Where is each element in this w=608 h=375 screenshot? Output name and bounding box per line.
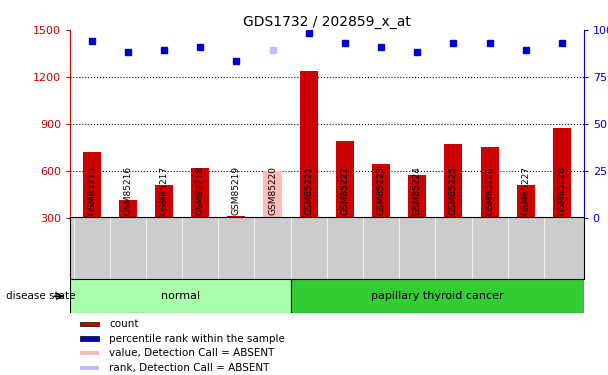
Text: percentile rank within the sample: percentile rank within the sample [109,334,285,344]
Bar [444,144,463,218]
Bar [80,322,98,326]
Text: disease state: disease state [6,291,75,301]
Bar [119,200,137,217]
Bar [155,185,173,218]
Bar [80,336,98,341]
Bar [517,185,535,218]
Bar [191,168,209,217]
Bar [80,366,98,370]
Bar [70,279,291,313]
Bar [408,176,426,217]
Bar [83,152,101,217]
Title: GDS1732 / 202859_x_at: GDS1732 / 202859_x_at [243,15,411,29]
Bar [300,70,318,217]
Text: count: count [109,319,139,329]
Text: rank, Detection Call = ABSENT: rank, Detection Call = ABSENT [109,363,269,373]
Text: value, Detection Call = ABSENT: value, Detection Call = ABSENT [109,348,274,358]
Bar [263,171,282,217]
Bar [336,141,354,218]
Bar [291,279,584,313]
Bar [553,128,571,217]
Bar [227,216,246,217]
Text: normal: normal [161,291,200,301]
Bar [480,147,499,218]
Text: papillary thyroid cancer: papillary thyroid cancer [371,291,503,301]
Bar [80,351,98,355]
Bar [372,164,390,218]
